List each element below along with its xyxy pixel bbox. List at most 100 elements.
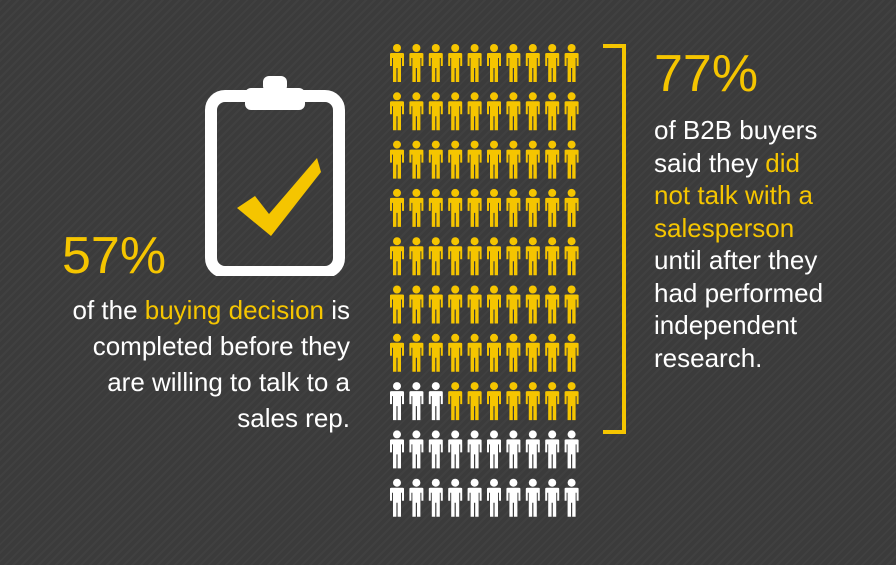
- person-icon: [448, 333, 463, 372]
- person-icon: [467, 44, 482, 82]
- person-icon: [506, 188, 521, 227]
- right-line-4: salesperson: [654, 212, 795, 243]
- person-icon: [564, 382, 579, 421]
- right-description: of B2B buyers said they did not talk wit…: [654, 114, 884, 374]
- bracket: [603, 44, 626, 434]
- person-icon: [545, 430, 560, 469]
- person-icon: [545, 188, 560, 227]
- person-icon: [409, 140, 424, 179]
- person-icon: [448, 92, 463, 131]
- person-icon: [390, 285, 404, 324]
- person-icon: [409, 44, 424, 82]
- person-icon: [525, 237, 540, 276]
- person-icon: [448, 285, 463, 324]
- left-line-4: sales rep.: [237, 403, 350, 433]
- right-line-7: independent: [654, 310, 798, 340]
- person-icon: [487, 333, 501, 372]
- person-icon: [487, 92, 501, 131]
- left-line-3: are willing to talk to a: [107, 367, 350, 397]
- person-icon: [428, 285, 443, 324]
- person-icon: [564, 140, 579, 179]
- person-icon: [390, 44, 404, 82]
- person-icon: [409, 430, 424, 469]
- person-icon: [448, 188, 463, 227]
- person-icon: [506, 140, 521, 179]
- right-line-3: not talk with a: [654, 180, 813, 210]
- person-icon: [428, 333, 443, 372]
- person-icon: [467, 478, 482, 517]
- left-description: of the buying decision is completed befo…: [40, 292, 350, 436]
- right-line-5: until after they: [654, 245, 818, 275]
- person-icon: [487, 478, 501, 517]
- person-icon: [564, 237, 579, 276]
- person-icon: [564, 430, 579, 469]
- left-line-2: completed before they: [92, 331, 350, 361]
- person-icon: [428, 44, 443, 82]
- person-icon: [409, 92, 424, 131]
- person-icon: [506, 237, 521, 276]
- person-icon: [506, 333, 521, 372]
- person-icon: [428, 478, 443, 517]
- person-icon: [506, 92, 521, 131]
- person-icon: [390, 333, 404, 372]
- right-line-2-pre: said they: [654, 147, 766, 178]
- right-line-1: of B2B buyers: [654, 115, 818, 145]
- right-line-6: had performed: [654, 277, 824, 308]
- person-icon: [467, 285, 482, 324]
- person-icon: [467, 92, 482, 131]
- person-icon: [506, 478, 521, 517]
- person-icon: [467, 333, 482, 372]
- person-icon: [545, 237, 560, 276]
- person-icon: [390, 478, 404, 517]
- person-icon: [467, 382, 482, 421]
- person-icon: [467, 237, 482, 276]
- person-icon: [545, 333, 560, 372]
- people-grid: [390, 44, 579, 517]
- person-icon: [448, 478, 463, 517]
- person-icon: [525, 188, 540, 227]
- person-icon: [545, 44, 560, 82]
- right-line-2: said they did: [654, 147, 884, 180]
- person-icon: [467, 188, 482, 227]
- person-icon: [448, 430, 463, 469]
- person-icon: [409, 382, 424, 421]
- left-line-1: of the buying decision is: [40, 292, 350, 328]
- person-icon: [487, 140, 501, 179]
- left-line-1-pre: of the: [72, 295, 145, 325]
- person-icon: [390, 382, 404, 421]
- person-icon: [428, 237, 443, 276]
- person-icon: [390, 140, 404, 179]
- person-icon: [506, 382, 521, 421]
- person-icon: [428, 188, 443, 227]
- person-icon: [487, 382, 501, 421]
- person-icon: [409, 285, 424, 324]
- person-icon: [448, 237, 463, 276]
- person-icon: [545, 478, 560, 517]
- person-icon: [428, 382, 443, 421]
- person-icon: [487, 285, 501, 324]
- person-icon: [564, 188, 579, 227]
- clipboard-check-icon: [205, 76, 345, 276]
- person-icon: [409, 478, 424, 517]
- person-icon: [448, 382, 463, 421]
- person-icon: [390, 188, 404, 227]
- person-icon: [545, 382, 560, 421]
- person-icon: [525, 140, 540, 179]
- person-icon: [564, 333, 579, 372]
- person-icon: [448, 44, 463, 82]
- person-icon: [564, 478, 579, 517]
- left-highlight: buying decision: [144, 295, 324, 325]
- person-icon: [448, 140, 463, 179]
- person-icon: [409, 188, 424, 227]
- left-percent: 57%: [62, 227, 167, 285]
- person-icon: [564, 44, 579, 82]
- person-icon: [545, 285, 560, 324]
- person-icon: [525, 478, 540, 517]
- person-icon: [506, 285, 521, 324]
- person-icon: [525, 382, 540, 421]
- person-icon: [564, 92, 579, 131]
- person-icon: [545, 92, 560, 131]
- person-icon: [487, 237, 501, 276]
- person-icon: [428, 140, 443, 179]
- person-icon: [428, 430, 443, 469]
